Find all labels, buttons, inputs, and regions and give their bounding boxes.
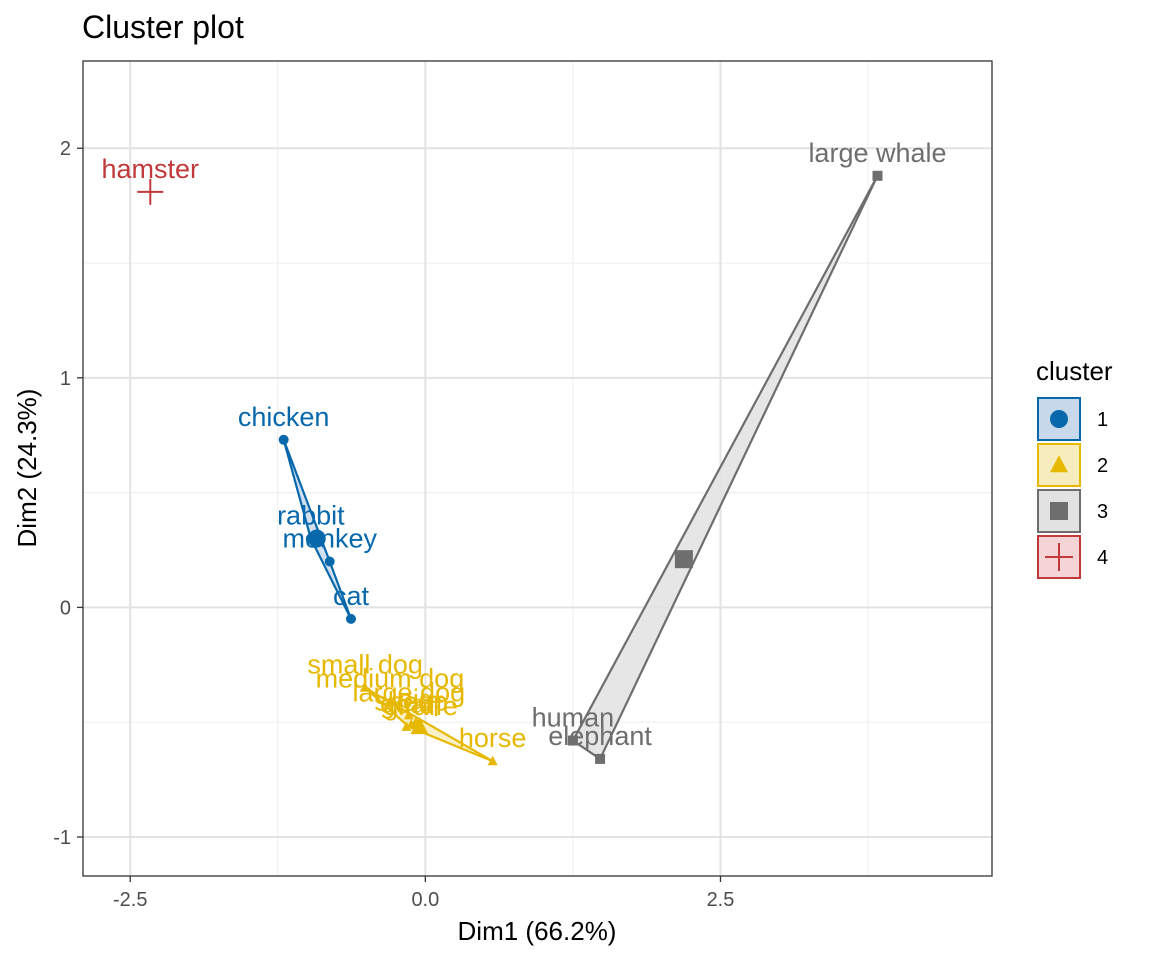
label-giraffe: giraffe [383,691,458,721]
label-hamster: hamster [102,154,200,184]
label-large-whale: large whale [808,138,946,168]
legend-label-1: 1 [1097,409,1108,431]
label-chicken: chicken [238,402,330,432]
label-medium-dog: medium dog [316,664,465,694]
label-horse: horse [459,723,527,753]
legend-symbol-3 [1050,502,1068,520]
point-human [567,735,578,746]
point-monkey [324,556,335,567]
cluster-3-centroid [674,550,693,569]
label-elephant: elephant [548,721,652,751]
data-points [137,170,883,766]
label-pig: pig [398,684,434,714]
cluster-2-centroid [410,717,429,735]
chart-title: Cluster plot [82,9,244,45]
point-medium-dog [384,696,395,706]
label-goat: goat [380,689,433,719]
label-cat: cat [333,581,370,611]
legend-symbol-1 [1050,410,1068,428]
y-tick-label: 1 [60,368,71,390]
y-tick-label: -1 [53,827,71,849]
plot-panel [83,61,992,876]
legend-title: cluster [1036,356,1113,386]
legend-label-4: 4 [1097,547,1108,569]
legend-label-3: 3 [1097,501,1108,523]
y-axis-title: Dim2 (24.3%) [12,389,42,548]
x-tick-label: 0.0 [411,889,439,911]
point-chicken [278,434,289,445]
point-horse [487,755,498,766]
legend-label-2: 2 [1097,455,1108,477]
point-elephant [595,753,606,764]
label-human: human [532,703,615,733]
x-tick-label: 2.5 [707,889,735,911]
plot-border [82,60,993,877]
cluster-2-hull [364,686,494,763]
point-small-dog [360,682,371,692]
x-tick-label: -2.5 [113,889,147,911]
legend-symbol-4 [1045,543,1073,571]
x-axis-title: Dim1 (66.2%) [458,916,617,946]
y-tick-label: 2 [60,138,71,160]
label-rabbit: rabbit [277,501,345,531]
legend: cluster 1 2 3 4 [1036,356,1113,579]
label-monkey: monkey [282,523,377,553]
label-large-dog: large dog [353,677,466,707]
cluster-hulls [282,174,879,763]
point-hamster [137,178,164,205]
axes: -2.5 0.0 2.5 -1 0 1 2 [53,138,734,911]
legend-symbol-2 [1050,455,1068,473]
label-small-dog: small dog [307,650,423,680]
label-sheep: sheep [374,686,448,716]
y-tick-label: 0 [60,597,71,619]
cluster-3-hull [571,174,879,761]
cluster-1-centroid [307,529,326,548]
point-goat [401,721,412,731]
point-large-dog [403,709,414,720]
point-large-whale [872,170,883,181]
point-cat [345,613,356,624]
